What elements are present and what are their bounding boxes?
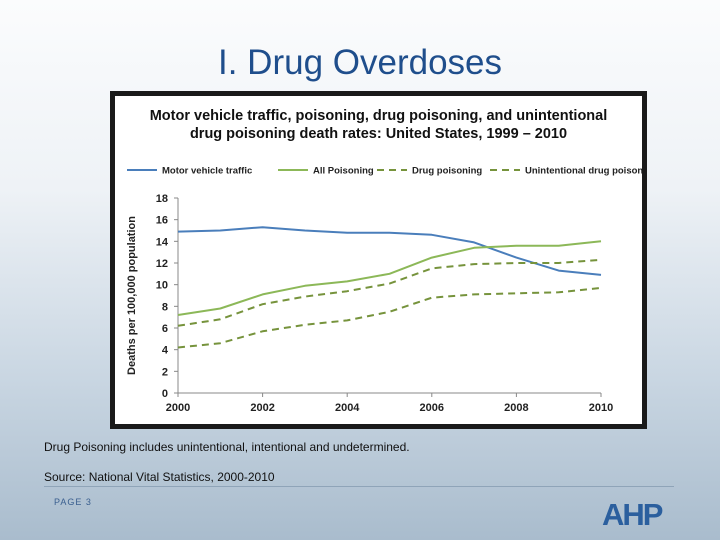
y-tick-label: 18 bbox=[156, 193, 168, 205]
y-tick-label: 12 bbox=[156, 258, 168, 270]
page-number: PAGE 3 bbox=[54, 497, 92, 507]
series-line-unintentional-drug-poisoning bbox=[177, 286, 602, 349]
x-tick-label: 2010 bbox=[589, 402, 613, 414]
chart-title: Motor vehicle traffic, poisoning, drug p… bbox=[115, 107, 642, 143]
chart-frame: Motor vehicle traffic, poisoning, drug p… bbox=[110, 91, 647, 429]
y-tick-label: 2 bbox=[162, 366, 168, 378]
y-axis-label: Deaths per 100,000 population bbox=[126, 216, 138, 375]
logo-text: AHP bbox=[602, 497, 663, 530]
footnote: Drug Poisoning includes unintentional, i… bbox=[44, 440, 410, 454]
y-tick-label: 6 bbox=[162, 323, 168, 335]
legend-label: Motor vehicle traffic bbox=[162, 166, 252, 177]
x-tick-label: 2000 bbox=[166, 402, 190, 414]
y-tick-label: 10 bbox=[156, 280, 168, 292]
slide-title: I. Drug Overdoses bbox=[218, 43, 502, 82]
y-tick-label: 0 bbox=[162, 388, 168, 400]
footer-divider bbox=[44, 486, 674, 487]
legend-label: Unintentional drug poisoning bbox=[525, 166, 642, 177]
legend-label: Drug poisoning bbox=[412, 166, 482, 177]
chart-title-line-1: Motor vehicle traffic, poisoning, drug p… bbox=[149, 108, 608, 124]
line-chart: 0 2 4 6 8 10 12 14 16 18 2000 2002 2004 2006 2008 2010 D… bbox=[126, 166, 642, 415]
series-line-motor-vehicle-traffic bbox=[177, 226, 602, 276]
chart-panel: Motor vehicle traffic, poisoning, drug p… bbox=[115, 96, 642, 424]
x-tick-label: 2004 bbox=[335, 402, 360, 414]
y-tick-label: 16 bbox=[156, 215, 168, 227]
ahp-logo: AHP bbox=[602, 497, 665, 530]
series-line-drug-poisoning bbox=[177, 258, 602, 327]
y-tick-label: 8 bbox=[162, 301, 168, 313]
x-tick-label: 2008 bbox=[504, 402, 528, 414]
x-tick-label: 2006 bbox=[420, 402, 444, 414]
legend-label: All Poisoning bbox=[313, 166, 374, 177]
source-note: Source: National Vital Statistics, 2000-… bbox=[44, 470, 275, 484]
y-tick-label: 14 bbox=[156, 236, 169, 248]
chart-title-line-2: drug poisoning death rates: United State… bbox=[189, 126, 568, 142]
x-tick-label: 2002 bbox=[250, 402, 274, 414]
series-line-all-poisoning bbox=[177, 240, 602, 316]
y-tick-label: 4 bbox=[162, 345, 169, 357]
